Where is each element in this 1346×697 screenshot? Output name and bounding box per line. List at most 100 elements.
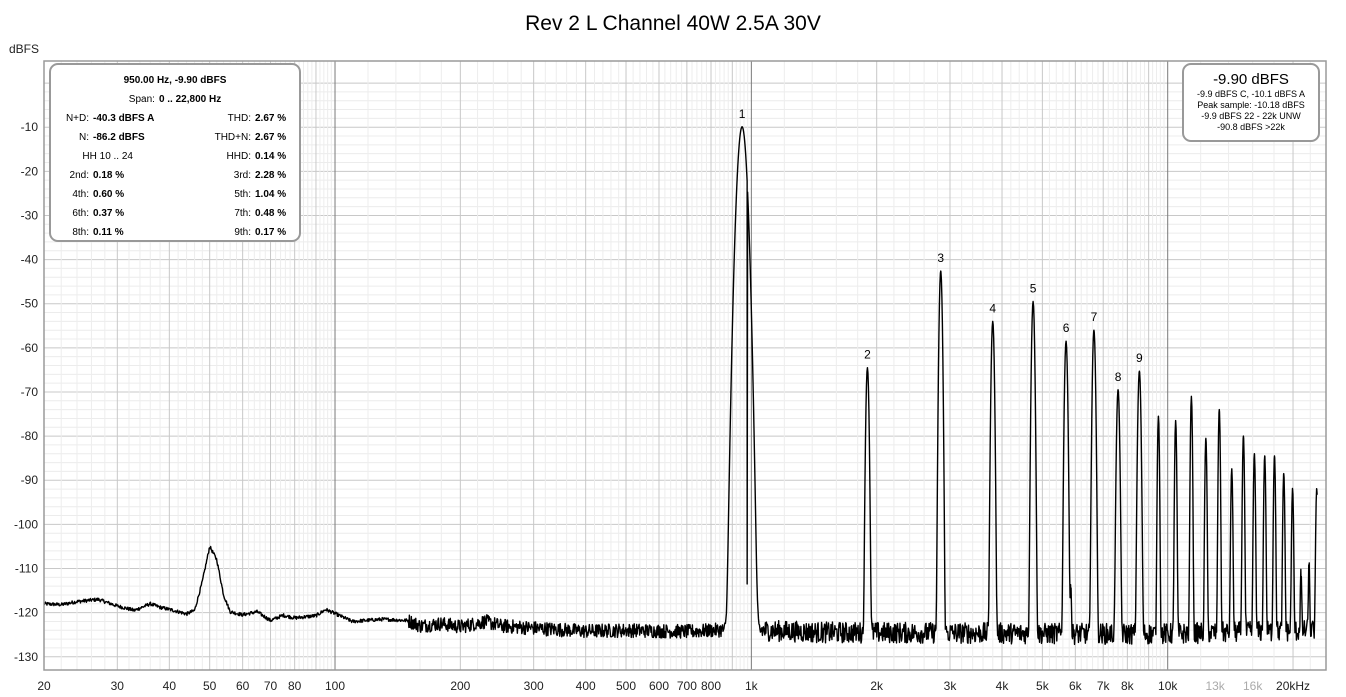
harmonic-row-4-5: 4th: 0.60 % 5th: 1.04 % (55, 185, 295, 204)
y-tick-label: -110 (15, 562, 38, 576)
level-readout: -9.90 dBFS (1213, 71, 1289, 88)
x-tick-label: 4k (996, 679, 1010, 693)
h6-label: 6th: (72, 208, 89, 219)
plot-frame (43, 60, 1327, 671)
x-tick-label: 7k (1097, 679, 1111, 693)
harmonic-label: 1 (739, 107, 746, 121)
nd-label: N+D: (65, 113, 89, 124)
n-thdn-row: N: -86.2 dBFS THD+N: 2.67 % (55, 128, 295, 147)
y-tick-label: -70 (21, 385, 39, 399)
harmonic-label: 3 (937, 251, 944, 265)
y-tick-label: -130 (14, 650, 38, 664)
level-meter-panel: -9.90 dBFS -9.9 dBFS C, -10.1 dBFS A Pea… (1182, 63, 1320, 142)
n-label: N: (79, 132, 89, 143)
hh-row: HH 10 .. 24 HHD: 0.14 % (55, 147, 295, 166)
x-tick-label: 2k (870, 679, 884, 693)
span-value: 0 .. 22,800 Hz (158, 94, 222, 105)
spectrum-trace (43, 126, 1318, 646)
x-tick-label: 20kHz (1276, 679, 1310, 693)
y-tick-label: -10 (21, 120, 39, 134)
hhd-label: HHD: (226, 151, 251, 162)
x-tick-label: 8k (1121, 679, 1135, 693)
x-tick-label: 16k (1243, 679, 1263, 693)
thd-value: 2.67 % (255, 113, 287, 124)
thdn-value: 2.67 % (255, 132, 287, 143)
grid (43, 61, 1327, 670)
h7-value: 0.48 % (255, 208, 287, 219)
level-above-22k: -90.8 dBFS >22k (1217, 122, 1285, 132)
harmonic-row-6-7: 6th: 0.37 % 7th: 0.48 % (55, 204, 295, 223)
x-tick-label: 60 (236, 679, 250, 693)
harmonic-row-2-3: 2nd: 0.18 % 3rd: 2.28 % (55, 166, 295, 185)
h2-value: 0.18 % (93, 170, 125, 181)
x-tick-label: 40 (163, 679, 177, 693)
harmonic-label: 7 (1091, 310, 1098, 324)
y-tick-label: -20 (21, 164, 39, 178)
measurement-panel: 950.00 Hz, -9.90 dBFS Span: 0 .. 22,800 … (49, 63, 301, 242)
h6-value: 0.37 % (93, 208, 125, 219)
x-axis-ticks: 20 30 40 50 60 70 80 100 200 300 400 500 600 700 800 1k… (37, 679, 1310, 693)
x-tick-label: 6k (1069, 679, 1083, 693)
x-tick-label: 300 (524, 679, 544, 693)
h8-value: 0.11 % (93, 227, 124, 238)
level-weighted: -9.9 dBFS C, -10.1 dBFS A (1196, 89, 1306, 99)
y-tick-label: -30 (21, 208, 39, 222)
h9-label: 9th: (234, 227, 251, 238)
y-tick-label: -90 (21, 473, 39, 487)
x-tick-label: 5k (1036, 679, 1050, 693)
n-value: -86.2 dBFS (93, 132, 145, 143)
thd-label: THD: (227, 113, 251, 124)
span-label: Span: (128, 94, 155, 105)
harmonic-label: 5 (1030, 282, 1037, 296)
panel-header-row: 950.00 Hz, -9.90 dBFS (55, 71, 295, 90)
harmonic-label: 8 (1115, 370, 1122, 384)
harmonic-label: 4 (989, 301, 996, 315)
h2-label: 2nd: (69, 170, 89, 181)
x-tick-label: 3k (944, 679, 958, 693)
y-tick-label: -40 (21, 253, 39, 267)
y-tick-label: -100 (14, 517, 38, 531)
y-axis-label: dBFS (9, 42, 39, 56)
chart-title: Rev 2 L Channel 40W 2.5A 30V (525, 12, 821, 35)
h8-label: 8th: (72, 227, 89, 238)
harmonic-labels: 1 2 3 4 5 6 7 89 (739, 107, 1143, 384)
x-tick-label: 1k (745, 679, 759, 693)
x-tick-label: 100 (325, 679, 345, 693)
peak-sample: Peak sample: -10.18 dBFS (1197, 100, 1305, 110)
y-tick-label: -50 (21, 297, 39, 311)
hhd-value: 0.14 % (255, 151, 287, 162)
x-tick-label: 500 (616, 679, 636, 693)
y-tick-label: -120 (14, 606, 38, 620)
peak-readout: 950.00 Hz, -9.90 dBFS (123, 75, 227, 86)
h3-value: 2.28 % (255, 170, 287, 181)
y-axis-ticks: -10 -20 -30 -40 -50 -60 -70 -80 -90 -100 -110 -120 -… (14, 120, 38, 664)
h4-label: 4th: (72, 189, 89, 200)
x-tick-label: 800 (701, 679, 721, 693)
x-tick-label: 50 (203, 679, 217, 693)
x-tick-label: 13k (1205, 679, 1225, 693)
hh-label: HH 10 .. 24 (82, 151, 133, 162)
y-tick-label: -80 (21, 429, 39, 443)
h7-label: 7th: (234, 208, 251, 219)
harmonic-label: 9 (1136, 351, 1143, 365)
h5-value: 1.04 % (255, 189, 287, 200)
h5-label: 5th: (234, 189, 251, 200)
thdn-label: THD+N: (214, 132, 251, 143)
x-tick-label: 80 (288, 679, 302, 693)
h9-value: 0.17 % (255, 227, 287, 238)
span-row: Span: 0 .. 22,800 Hz (55, 90, 295, 109)
harmonic-label: 6 (1063, 321, 1070, 335)
x-tick-label: 70 (264, 679, 278, 693)
nd-value: -40.3 dBFS A (93, 113, 155, 124)
y-tick-label: -60 (21, 341, 39, 355)
level-unweighted: -9.9 dBFS 22 - 22k UNW (1201, 111, 1301, 121)
x-tick-label: 10k (1158, 679, 1178, 693)
x-tick-label: 700 (677, 679, 697, 693)
h4-value: 0.60 % (93, 189, 125, 200)
harmonic-label: 2 (864, 348, 871, 362)
x-tick-label: 200 (450, 679, 470, 693)
x-tick-label: 20 (37, 679, 51, 693)
x-tick-label: 600 (649, 679, 669, 693)
x-tick-label: 400 (576, 679, 596, 693)
